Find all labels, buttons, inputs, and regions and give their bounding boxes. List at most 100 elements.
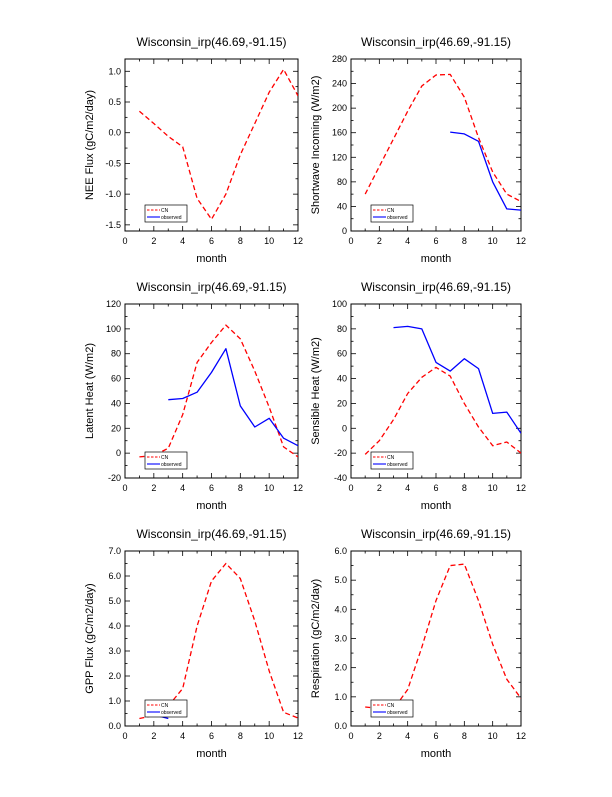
x-tick-label: 6 — [209, 483, 214, 493]
y-tick-label: -40 — [334, 473, 347, 483]
legend-box — [370, 451, 414, 470]
series-line-CN — [139, 324, 298, 458]
y-tick-label: 160 — [332, 128, 347, 138]
y-tick-label: 2.0 — [108, 671, 121, 681]
series-group — [365, 563, 521, 710]
series-group — [364, 325, 521, 455]
x-axis-label: month — [421, 500, 452, 512]
chart-title: Wisconsin_irp(46.69,-91.15) — [361, 280, 511, 294]
chart-panel-2: Wisconsin_irp(46.69,-91.15)0 2 4 6 8 10 120408… — [310, 35, 526, 265]
x-tick-label: 6 — [433, 731, 438, 741]
series-group — [138, 68, 298, 220]
y-tick-label: 100 — [106, 324, 121, 334]
chart-title: Wisconsin_irp(46.69,-91.15) — [136, 280, 286, 294]
y-tick-label: 4.0 — [334, 604, 347, 614]
series-group — [364, 73, 521, 211]
x-tick-label: 8 — [238, 731, 243, 741]
chart-panel-3: Wisconsin_irp(46.69,-91.15)0 2 4 6 8 10 12-200… — [84, 280, 303, 512]
legend-box — [144, 204, 188, 223]
x-tick-label: 2 — [377, 731, 382, 741]
x-tick-label: 0 — [348, 483, 353, 493]
legend-label-observed: observed — [161, 710, 182, 716]
y-tick-label: 200 — [332, 103, 347, 113]
x-tick-label: 0 — [348, 731, 353, 741]
x-tick-label: 10 — [264, 731, 274, 741]
x-tick-label: 12 — [293, 731, 303, 741]
x-tick-label: 2 — [377, 236, 382, 246]
x-tick-label: 0 — [122, 731, 127, 741]
legend-box — [144, 451, 188, 470]
y-tick-label: 3.0 — [334, 634, 347, 644]
x-tick-label: 2 — [151, 731, 156, 741]
y-axis-label: Shortwave Incoming (W/m2) — [310, 76, 322, 215]
series-line-CN — [364, 73, 521, 203]
chart-panel-1: Wisconsin_irp(46.69,-91.15) 0 2 4 6 8 10 12 -1.5… — [84, 35, 303, 265]
y-tick-label: 4.0 — [108, 621, 121, 631]
x-axis-label: month — [421, 253, 452, 265]
y-tick-label: 80 — [337, 177, 347, 187]
legend-label-observed: observed — [161, 215, 182, 221]
y-tick-label: 0.5 — [108, 97, 121, 107]
y-axis-label: NEE Flux (gC/m2/day) — [84, 90, 96, 200]
chart-title: Wisconsin_irp(46.69,-91.15) — [361, 35, 511, 49]
legend-label-observed: observed — [387, 710, 408, 716]
y-tick-label: 0 — [342, 226, 347, 236]
y-tick-label: 280 — [332, 54, 347, 64]
x-tick-label: 4 — [405, 483, 410, 493]
legend-box — [370, 699, 414, 718]
series-group — [139, 562, 298, 720]
series-line-CN — [364, 366, 521, 455]
y-tick-label: 80 — [337, 324, 347, 334]
x-tick-label: 2 — [151, 483, 156, 493]
legend-label-observed: observed — [387, 215, 408, 221]
y-tick-label: -1.0 — [105, 189, 121, 199]
y-tick-label: 80 — [111, 349, 121, 359]
y-axis-label: GPP Flux (gC/m2/day) — [84, 583, 96, 693]
x-tick-label: 2 — [377, 483, 382, 493]
x-tick-label: 12 — [516, 731, 526, 741]
y-tick-label: 0.0 — [108, 128, 121, 138]
y-tick-label: 0.0 — [334, 721, 347, 731]
x-tick-label: 10 — [488, 236, 498, 246]
y-axis-label: Sensible Heat (W/m2) — [310, 337, 322, 445]
x-axis-label: month — [421, 748, 452, 760]
x-axis-label: month — [196, 748, 227, 760]
y-tick-label: -0.5 — [105, 158, 121, 168]
x-tick-label: 4 — [405, 731, 410, 741]
y-tick-label: -20 — [334, 448, 347, 458]
x-tick-label: 10 — [488, 483, 498, 493]
x-tick-label: 10 — [488, 731, 498, 741]
legend-label-CN: CN — [161, 208, 169, 214]
y-tick-label: 120 — [332, 152, 347, 162]
y-tick-label: 240 — [332, 79, 347, 89]
y-tick-label: 1.0 — [108, 696, 121, 706]
x-tick-label: 0 — [122, 236, 127, 246]
y-tick-label: 1.0 — [334, 692, 347, 702]
y-axis-label: Respiration (gC/m2/day) — [310, 579, 322, 698]
x-axis-label: month — [196, 253, 227, 265]
y-tick-label: 60 — [111, 374, 121, 384]
chart-title: Wisconsin_irp(46.69,-91.15) — [136, 35, 286, 49]
series-line-CN — [139, 562, 298, 720]
y-tick-label: 120 — [106, 299, 121, 309]
x-tick-label: 12 — [516, 483, 526, 493]
y-tick-label: 5.0 — [334, 575, 347, 585]
legend-box — [370, 204, 414, 223]
x-tick-label: 12 — [516, 236, 526, 246]
chart-title: Wisconsin_irp(46.69,-91.15) — [136, 527, 286, 541]
chart-title: Wisconsin_irp(46.69,-91.15) — [361, 527, 511, 541]
y-tick-label: -20 — [108, 473, 121, 483]
series-line-observed — [450, 131, 521, 211]
x-axis-label: month — [196, 500, 227, 512]
x-tick-label: 4 — [405, 236, 410, 246]
legend-label-CN: CN — [387, 208, 395, 214]
x-tick-label: 6 — [433, 236, 438, 246]
y-tick-label: 0 — [342, 423, 347, 433]
chart-panel-5: Wisconsin_irp(46.69,-91.15) 0 2 4 6 8 10 12 0.0 1… — [84, 527, 303, 760]
